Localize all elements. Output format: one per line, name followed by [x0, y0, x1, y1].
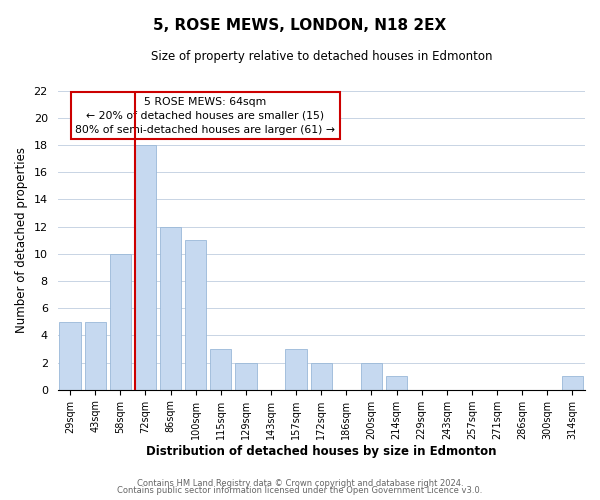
Bar — [361, 362, 382, 390]
Bar — [59, 322, 81, 390]
Text: Contains public sector information licensed under the Open Government Licence v3: Contains public sector information licen… — [118, 486, 482, 495]
Text: Contains HM Land Registry data © Crown copyright and database right 2024.: Contains HM Land Registry data © Crown c… — [137, 478, 463, 488]
Bar — [160, 226, 181, 390]
Bar — [110, 254, 131, 390]
Bar — [235, 362, 257, 390]
Bar — [562, 376, 583, 390]
Bar — [286, 349, 307, 390]
Text: 5, ROSE MEWS, LONDON, N18 2EX: 5, ROSE MEWS, LONDON, N18 2EX — [154, 18, 446, 32]
Y-axis label: Number of detached properties: Number of detached properties — [15, 147, 28, 333]
Bar — [386, 376, 407, 390]
Bar — [135, 145, 156, 390]
Bar — [185, 240, 206, 390]
Title: Size of property relative to detached houses in Edmonton: Size of property relative to detached ho… — [151, 50, 492, 63]
Bar — [210, 349, 232, 390]
Text: 5 ROSE MEWS: 64sqm
← 20% of detached houses are smaller (15)
80% of semi-detache: 5 ROSE MEWS: 64sqm ← 20% of detached hou… — [75, 96, 335, 134]
Bar — [311, 362, 332, 390]
X-axis label: Distribution of detached houses by size in Edmonton: Distribution of detached houses by size … — [146, 444, 497, 458]
Bar — [85, 322, 106, 390]
